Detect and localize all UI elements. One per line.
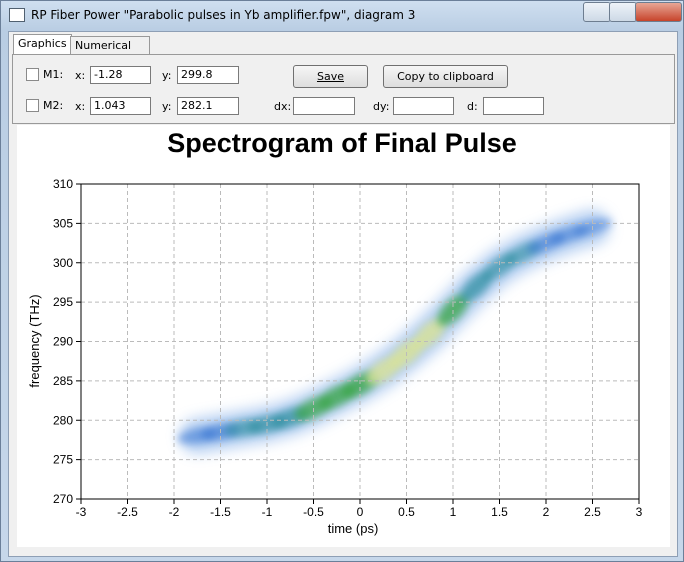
checkbox[interactable] — [26, 99, 39, 112]
x-tick-label: -3 — [76, 505, 87, 519]
x-tick-label: 0 — [357, 505, 364, 519]
label: M1: — [43, 68, 64, 81]
x-tick-label: -1 — [262, 505, 273, 519]
label: M2: — [43, 99, 64, 112]
minimize-button[interactable] — [583, 2, 611, 22]
y-tick-label: 280 — [53, 413, 73, 427]
chart-area: Spectrogram of Final Pulse time (ps) fre… — [17, 125, 670, 547]
spectrogram — [177, 210, 612, 453]
label: dx: — [274, 100, 292, 113]
y-tick-label: 305 — [53, 216, 73, 230]
y-tick-label: 290 — [53, 335, 73, 349]
window-title: RP Fiber Power "Parabolic pulses in Yb a… — [31, 8, 416, 22]
x-tick-label: 0.5 — [398, 505, 415, 519]
x-tick-label: -1.5 — [210, 505, 231, 519]
y-tick-label: 295 — [53, 295, 73, 309]
x-tick-label: -2 — [169, 505, 180, 519]
y-tick-label: 310 — [53, 177, 73, 191]
label: y: — [162, 69, 172, 82]
tab[interactable]: Graphics — [13, 34, 72, 54]
x-tick-label: 2 — [543, 505, 550, 519]
checkbox[interactable] — [26, 68, 39, 81]
spectrogram-glow — [180, 210, 610, 453]
text-field[interactable] — [293, 97, 355, 115]
text-field[interactable]: 1.043 — [90, 97, 151, 115]
y-tick-label: 270 — [53, 492, 73, 506]
copy-button[interactable]: Copy to clipboard — [383, 65, 508, 88]
client-area: Graphics Numerical data M1: x: -1.28 y: … — [8, 31, 678, 557]
y-tick-label: 275 — [53, 453, 73, 467]
spectrogram-cell — [413, 318, 446, 350]
x-tick-label: 2.5 — [584, 505, 601, 519]
label: y: — [162, 100, 172, 113]
save-button[interactable]: Save — [293, 65, 368, 88]
app-icon — [9, 8, 25, 22]
y-axis-label: frequency (THz) — [27, 294, 42, 387]
text-field[interactable] — [393, 97, 454, 115]
label: x: — [75, 69, 86, 82]
x-tick-label: -2.5 — [117, 505, 138, 519]
chart-title: Spectrogram of Final Pulse — [167, 128, 517, 158]
text-field[interactable] — [483, 97, 544, 115]
label: d: — [467, 100, 478, 113]
maximize-button[interactable] — [609, 2, 637, 22]
label: x: — [75, 100, 86, 113]
chart: Spectrogram of Final Pulse time (ps) fre… — [27, 128, 643, 536]
label: dy: — [373, 100, 390, 113]
close-button[interactable] — [635, 2, 682, 22]
text-field[interactable]: 282.1 — [177, 97, 239, 115]
marker-panel: M1: x: -1.28 y: 299.8 M2: x: 1.043 y: 28… — [12, 54, 675, 124]
y-tick-label: 300 — [53, 256, 73, 270]
x-tick-label: 1 — [450, 505, 457, 519]
x-tick-label: 1.5 — [491, 505, 508, 519]
plot-frame — [80, 183, 640, 500]
tab[interactable]: Numerical data — [70, 36, 150, 65]
text-field[interactable]: -1.28 — [90, 66, 151, 84]
x-tick-label: -0.5 — [303, 505, 324, 519]
y-tick-label: 285 — [53, 374, 73, 388]
x-tick-label: 3 — [636, 505, 643, 519]
text-field[interactable]: 299.8 — [177, 66, 239, 84]
x-axis-label: time (ps) — [328, 521, 379, 536]
